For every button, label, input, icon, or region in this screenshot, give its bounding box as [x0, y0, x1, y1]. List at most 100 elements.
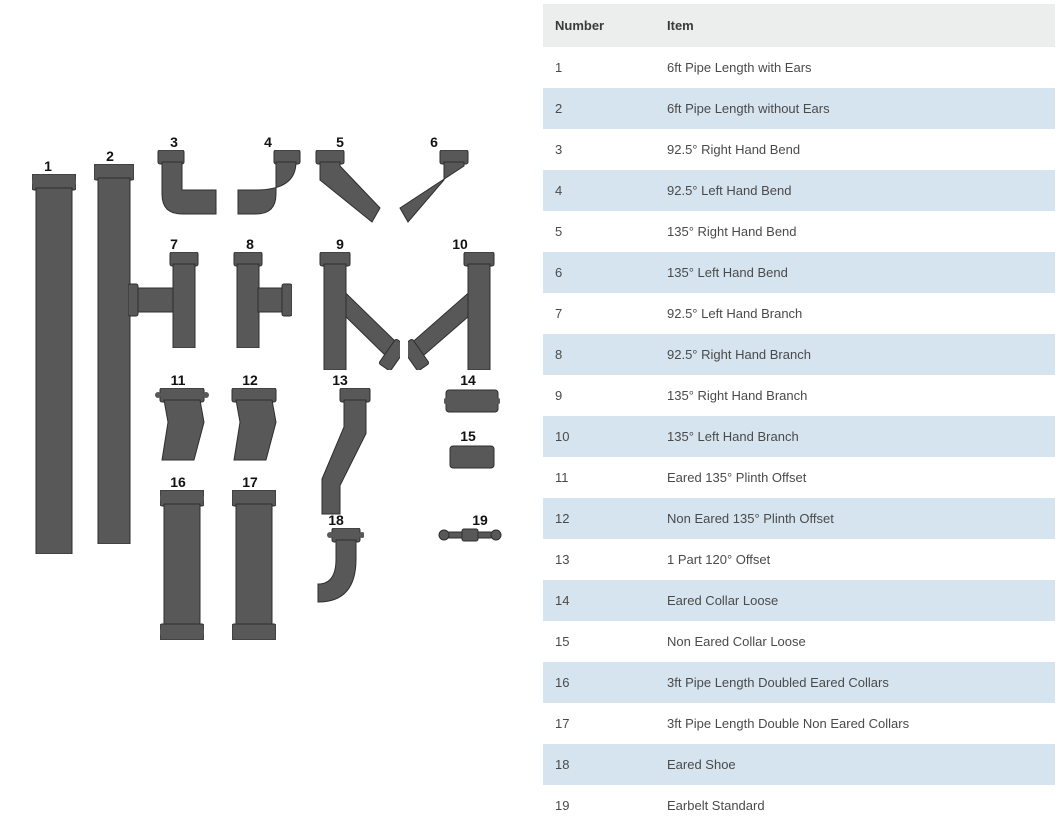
part-shape-collar — [448, 444, 496, 470]
cell-item: Eared Shoe — [655, 744, 1055, 785]
parts-table-panel: Number Item 16ft Pipe Length with Ears26… — [543, 0, 1063, 826]
cell-item: Eared 135° Plinth Offset — [655, 457, 1055, 498]
part-label: 18 — [324, 512, 348, 528]
parts-diagram-panel: 12345678910111213141516171819 — [0, 0, 543, 826]
cell-item: 6ft Pipe Length without Ears — [655, 88, 1055, 129]
table-row: 10135° Left Hand Branch — [543, 416, 1055, 457]
table-row: 392.5° Right Hand Bend — [543, 129, 1055, 170]
cell-number: 2 — [543, 88, 655, 129]
cell-number: 12 — [543, 498, 655, 539]
table-row: 15Non Eared Collar Loose — [543, 621, 1055, 662]
part-shape-earbelt — [438, 528, 502, 542]
part-label: 19 — [468, 512, 492, 528]
cell-item: 3ft Pipe Length Double Non Eared Collars — [655, 703, 1055, 744]
table-row: 18Eared Shoe — [543, 744, 1055, 785]
cell-number: 16 — [543, 662, 655, 703]
cell-number: 10 — [543, 416, 655, 457]
table-row: 11Eared 135° Plinth Offset — [543, 457, 1055, 498]
part-label: 17 — [238, 474, 262, 490]
cell-item: Earbelt Standard — [655, 785, 1055, 826]
part-shape-bend-r90 — [150, 150, 222, 220]
cell-item: 92.5° Right Hand Branch — [655, 334, 1055, 375]
col-number-header: Number — [543, 4, 655, 47]
table-row: 9135° Right Hand Branch — [543, 375, 1055, 416]
table-row: 492.5° Left Hand Bend — [543, 170, 1055, 211]
part-shape-pipe3-ear — [160, 490, 204, 640]
cell-item: 92.5° Left Hand Bend — [655, 170, 1055, 211]
table-row: 5135° Right Hand Bend — [543, 211, 1055, 252]
part-shape-bend-l90 — [232, 150, 304, 220]
part-shape-shoe — [312, 528, 364, 606]
cell-item: 92.5° Right Hand Bend — [655, 129, 1055, 170]
part-label: 8 — [238, 236, 262, 252]
table-row: 26ft Pipe Length without Ears — [543, 88, 1055, 129]
cell-item: 135° Left Hand Bend — [655, 252, 1055, 293]
part-shape-tee-l — [128, 252, 200, 348]
table-row: 131 Part 120° Offset — [543, 539, 1055, 580]
part-label: 16 — [166, 474, 190, 490]
part-label: 10 — [448, 236, 472, 252]
cell-number: 1 — [543, 47, 655, 88]
parts-table: Number Item 16ft Pipe Length with Ears26… — [543, 4, 1055, 826]
part-shape-plinth — [226, 388, 282, 464]
part-shape-bend-r135 — [310, 150, 382, 228]
cell-item: 1 Part 120° Offset — [655, 539, 1055, 580]
cell-number: 4 — [543, 170, 655, 211]
parts-diagram: 12345678910111213141516171819 — [10, 128, 530, 768]
table-row: 6135° Left Hand Bend — [543, 252, 1055, 293]
table-row: 19Earbelt Standard — [543, 785, 1055, 826]
part-shape-bend-l135 — [398, 150, 470, 228]
part-label: 5 — [328, 134, 352, 150]
cell-number: 7 — [543, 293, 655, 334]
cell-number: 15 — [543, 621, 655, 662]
cell-item: Non Eared Collar Loose — [655, 621, 1055, 662]
cell-number: 19 — [543, 785, 655, 826]
cell-number: 18 — [543, 744, 655, 785]
cell-item: 135° Right Hand Branch — [655, 375, 1055, 416]
part-label: 4 — [256, 134, 280, 150]
part-label: 13 — [328, 372, 352, 388]
col-item-header: Item — [655, 4, 1055, 47]
part-label: 6 — [422, 134, 446, 150]
table-row: 16ft Pipe Length with Ears — [543, 47, 1055, 88]
part-label: 1 — [36, 158, 60, 174]
cell-number: 3 — [543, 129, 655, 170]
cell-number: 13 — [543, 539, 655, 580]
part-shape-pipe — [94, 164, 134, 544]
part-label: 15 — [456, 428, 480, 444]
table-row: 12Non Eared 135° Plinth Offset — [543, 498, 1055, 539]
part-label: 12 — [238, 372, 262, 388]
part-shape-plinth-ear — [154, 388, 210, 464]
part-label: 9 — [328, 236, 352, 252]
table-row: 173ft Pipe Length Double Non Eared Colla… — [543, 703, 1055, 744]
part-label: 2 — [98, 148, 122, 164]
part-label: 3 — [162, 134, 186, 150]
table-row: 792.5° Left Hand Branch — [543, 293, 1055, 334]
cell-item: 6ft Pipe Length with Ears — [655, 47, 1055, 88]
part-label: 11 — [166, 372, 190, 388]
part-shape-wye-l — [408, 252, 498, 370]
table-header-row: Number Item — [543, 4, 1055, 47]
part-shape-pipe-ears — [32, 174, 76, 554]
part-shape-offset120 — [318, 388, 374, 518]
part-label: 14 — [456, 372, 480, 388]
cell-item: 135° Left Hand Branch — [655, 416, 1055, 457]
table-row: 14Eared Collar Loose — [543, 580, 1055, 621]
cell-number: 6 — [543, 252, 655, 293]
cell-number: 17 — [543, 703, 655, 744]
table-row: 163ft Pipe Length Doubled Eared Collars — [543, 662, 1055, 703]
cell-item: Eared Collar Loose — [655, 580, 1055, 621]
table-row: 892.5° Right Hand Branch — [543, 334, 1055, 375]
cell-item: Non Eared 135° Plinth Offset — [655, 498, 1055, 539]
cell-number: 11 — [543, 457, 655, 498]
cell-item: 3ft Pipe Length Doubled Eared Collars — [655, 662, 1055, 703]
part-label: 7 — [162, 236, 186, 252]
part-shape-collar-ear — [444, 388, 500, 414]
cell-number: 8 — [543, 334, 655, 375]
part-shape-wye-r — [310, 252, 400, 370]
cell-number: 14 — [543, 580, 655, 621]
part-shape-tee-r — [220, 252, 292, 348]
cell-number: 5 — [543, 211, 655, 252]
part-shape-pipe3 — [232, 490, 276, 640]
cell-number: 9 — [543, 375, 655, 416]
